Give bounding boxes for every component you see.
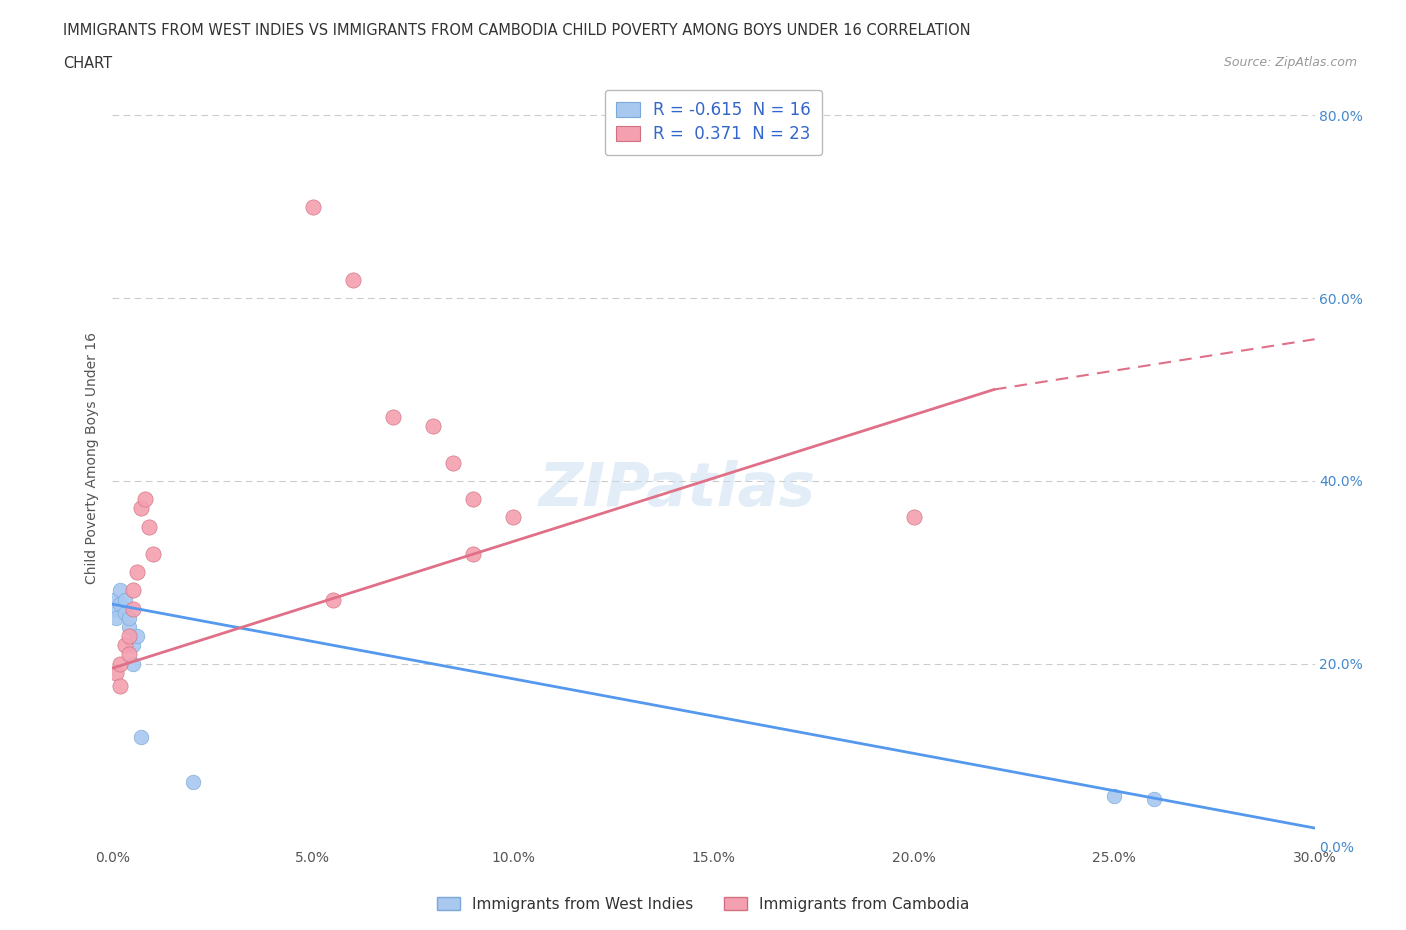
- Point: [138, 519, 160, 534]
- Point: [441, 455, 464, 470]
- Point: [1143, 791, 1166, 806]
- Point: [134, 492, 156, 507]
- Point: [114, 606, 136, 621]
- Point: [121, 583, 143, 598]
- Point: [117, 619, 139, 634]
- Legend: R = -0.615  N = 16, R =  0.371  N = 23: R = -0.615 N = 16, R = 0.371 N = 23: [605, 89, 823, 155]
- Text: CHART: CHART: [63, 56, 112, 71]
- Point: [110, 583, 132, 598]
- Point: [141, 547, 163, 562]
- Point: [1102, 789, 1125, 804]
- Point: [125, 565, 148, 579]
- Point: [105, 602, 128, 617]
- Text: Source: ZipAtlas.com: Source: ZipAtlas.com: [1223, 56, 1357, 69]
- Point: [117, 629, 139, 644]
- Point: [117, 647, 139, 662]
- Point: [461, 492, 484, 507]
- Point: [502, 510, 524, 525]
- Point: [105, 665, 128, 680]
- Point: [302, 199, 325, 214]
- Point: [322, 592, 344, 607]
- Point: [114, 638, 136, 653]
- Point: [903, 510, 925, 525]
- Point: [110, 657, 132, 671]
- Point: [422, 418, 444, 433]
- Point: [114, 592, 136, 607]
- Legend: Immigrants from West Indies, Immigrants from Cambodia: Immigrants from West Indies, Immigrants …: [430, 890, 976, 918]
- Point: [110, 679, 132, 694]
- Text: IMMIGRANTS FROM WEST INDIES VS IMMIGRANTS FROM CAMBODIA CHILD POVERTY AMONG BOYS: IMMIGRANTS FROM WEST INDIES VS IMMIGRANT…: [63, 23, 972, 38]
- Point: [121, 638, 143, 653]
- Point: [342, 272, 364, 287]
- Point: [181, 775, 204, 790]
- Point: [382, 409, 405, 424]
- Y-axis label: Child Poverty Among Boys Under 16: Child Poverty Among Boys Under 16: [86, 332, 100, 584]
- Text: ZIPatlas: ZIPatlas: [538, 459, 815, 519]
- Point: [117, 610, 139, 625]
- Point: [121, 602, 143, 617]
- Point: [129, 501, 152, 516]
- Point: [129, 729, 152, 744]
- Point: [105, 610, 128, 625]
- Point: [110, 597, 132, 612]
- Point: [461, 547, 484, 562]
- Point: [121, 657, 143, 671]
- Point: [101, 592, 124, 607]
- Point: [125, 629, 148, 644]
